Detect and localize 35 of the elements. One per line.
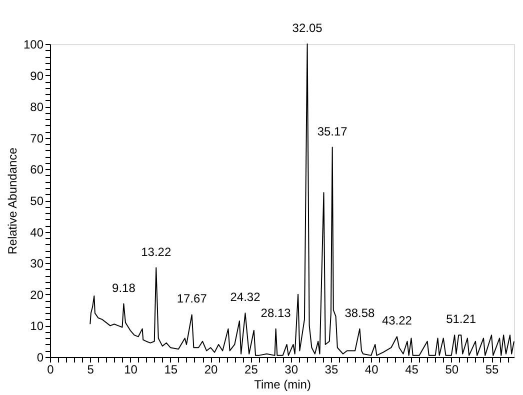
x-tick-label: 30 [284,362,298,376]
y-tick-label: 10 [30,319,44,334]
y-tick-label: 50 [30,194,44,208]
x-tick-label: 5 [87,362,94,376]
y-tick-label: 0 [36,350,44,364]
y-tick-label: 80 [30,100,44,114]
x-tick-label: 35 [324,362,338,376]
y-tick-label: 20 [30,288,44,302]
annotation: 17.67 [176,292,208,306]
x-tick-label: 40 [364,362,379,376]
x-tick-label: 55 [485,362,500,376]
annotation: 24.32 [230,290,261,304]
x-tick-label: 15 [164,362,178,376]
annotation: 35.17 [317,124,348,138]
y-tick-label: 40 [30,225,44,240]
y-tick-label: 100 [23,38,44,52]
x-tick-label: 20 [204,362,218,376]
x-axis-title: Time (min) [254,378,311,392]
y-tick-label: 70 [30,131,44,146]
y-tick-label: 60 [30,162,44,177]
y-tick-label: 30 [30,256,44,271]
annotation: 28.13 [260,306,292,320]
annotation: 38.58 [344,306,376,320]
x-tick-label: 10 [124,362,138,376]
y-axis-title: Relative Abundance [5,147,20,254]
x-tick-label: 0 [47,362,54,376]
annotation: 51.21 [446,312,476,326]
y-tick-label: 90 [30,68,44,83]
x-tick-label: 25 [244,362,258,376]
annotation: 9.18 [112,280,136,295]
annotation: 32.05 [292,21,323,35]
annotation: 13.22 [141,244,172,259]
x-tick-label: 50 [445,362,459,376]
annotation: 43.22 [382,314,412,328]
x-tick-label: 45 [405,362,419,376]
